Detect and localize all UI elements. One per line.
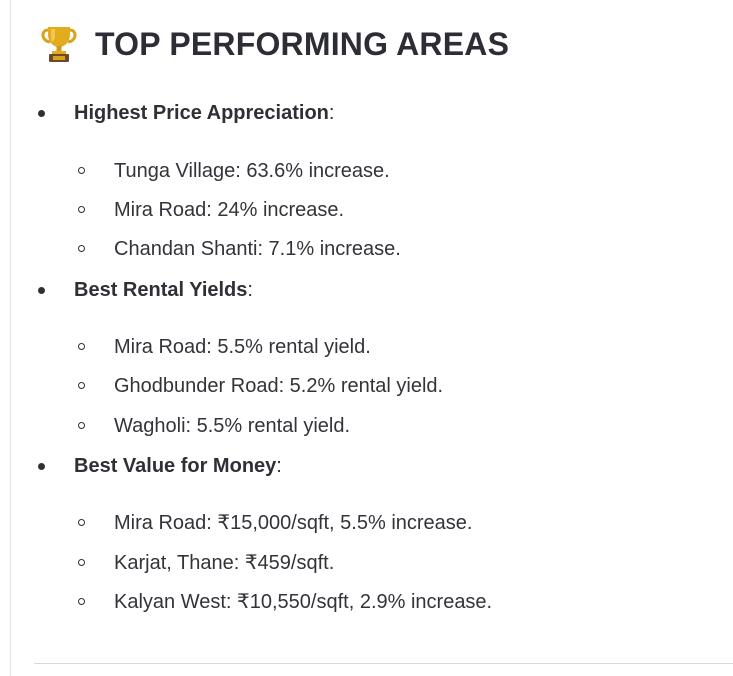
list-item: Chandan Shanti: 7.1% increase. — [0, 236, 733, 262]
page-title: TOP PERFORMING AREAS — [95, 25, 510, 62]
list-item: Karjat, Thane: ₹459/sqft. — [0, 550, 733, 576]
list-item: Mira Road: ₹15,000/sqft, 5.5% increase. — [0, 510, 733, 536]
bullet-circle — [78, 343, 85, 350]
list-item-text: Wagholi: 5.5% rental yield. — [114, 415, 351, 437]
bullet-dot — [38, 110, 45, 117]
bullet-circle — [78, 519, 85, 526]
section-title: Best Rental Yields: — [74, 279, 253, 301]
list-item-text: Kalyan West: ₹10,550/sqft, 2.9% increase… — [114, 591, 493, 613]
list-item: Mira Road: 24% increase. — [0, 197, 733, 223]
list-item: Ghodbunder Road: 5.2% rental yield. — [0, 373, 733, 399]
list-item: Kalyan West: ₹10,550/sqft, 2.9% increase… — [0, 589, 733, 615]
bullet-circle — [78, 598, 85, 605]
list-item-text: Mira Road: 24% increase. — [114, 199, 345, 221]
bullet-dot — [38, 287, 45, 294]
bullet-circle — [78, 382, 85, 389]
bullet-circle — [78, 422, 85, 429]
list-item-text: Ghodbunder Road: 5.2% rental yield. — [114, 375, 444, 397]
bullet-circle — [78, 206, 85, 213]
left-border — [10, 0, 11, 676]
list-item-text: Chandan Shanti: 7.1% increase. — [114, 238, 401, 260]
list-item-text: Karjat, Thane: ₹459/sqft. — [114, 552, 335, 574]
section-title: Highest Price Appreciation: — [74, 102, 335, 124]
trophy-icon — [40, 24, 78, 64]
list-item-text: Mira Road: ₹15,000/sqft, 5.5% increase. — [114, 512, 473, 534]
list-item: Mira Road: 5.5% rental yield. — [0, 334, 733, 360]
list-item: Tunga Village: 63.6% increase. — [0, 158, 733, 184]
list-item-text: Mira Road: 5.5% rental yield. — [114, 336, 371, 358]
list-item: Wagholi: 5.5% rental yield. — [0, 413, 733, 439]
bullet-dot — [38, 463, 45, 470]
bullet-circle — [78, 559, 85, 566]
section-title: Best Value for Money: — [74, 455, 282, 477]
divider — [34, 663, 733, 664]
bullet-circle — [78, 167, 85, 174]
page-heading: TOP PERFORMING AREAS — [40, 24, 509, 64]
bullet-circle — [78, 245, 85, 252]
list-item-text: Tunga Village: 63.6% increase. — [114, 160, 390, 182]
